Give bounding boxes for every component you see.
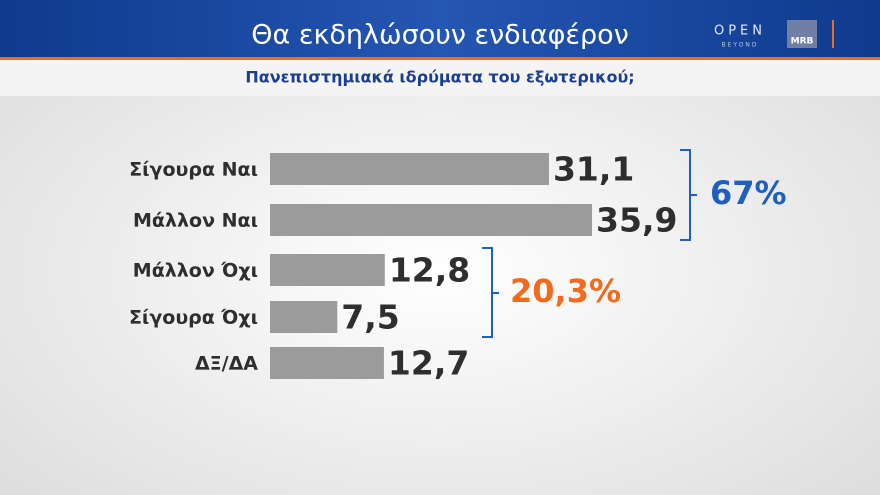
category-label: Σίγουρα Όχι: [129, 307, 258, 329]
bar: [270, 204, 593, 236]
value-label: 31,1: [553, 150, 634, 189]
logo-mrb-box: [787, 20, 817, 48]
logo-mrb: MRB: [791, 37, 814, 47]
bar: [270, 254, 385, 286]
bracket: [680, 149, 697, 241]
category-label: Σίγουρα Ναι: [129, 159, 258, 181]
value-label: 12,8: [389, 251, 470, 290]
header-band: [0, 0, 880, 57]
bracket: [482, 247, 499, 338]
group-total: 67%: [710, 174, 787, 212]
bar: [270, 347, 384, 379]
value-label: 12,7: [388, 344, 469, 383]
logo-open: OPEN: [714, 24, 766, 39]
header-rule: [0, 57, 880, 60]
category-label: ΔΞ/ΔΑ: [195, 353, 258, 375]
chart-title: Θα εκδηλώσουν ενδιαφέρον: [251, 20, 629, 51]
group-total: 20,3%: [510, 272, 621, 310]
value-label: 7,5: [341, 298, 399, 337]
bar: [270, 301, 338, 333]
bar: [270, 153, 549, 185]
category-label: Μάλλον Ναι: [133, 210, 258, 232]
logo-divider: [832, 20, 834, 48]
logo-beyond: BEYOND: [721, 42, 758, 49]
value-label: 35,9: [596, 201, 677, 240]
category-label: Μάλλον Όχι: [133, 260, 258, 282]
chart-subtitle: Πανεπιστημιακά ιδρύματα του εξωτερικού;: [245, 68, 634, 87]
subtitle-band: [0, 60, 880, 96]
